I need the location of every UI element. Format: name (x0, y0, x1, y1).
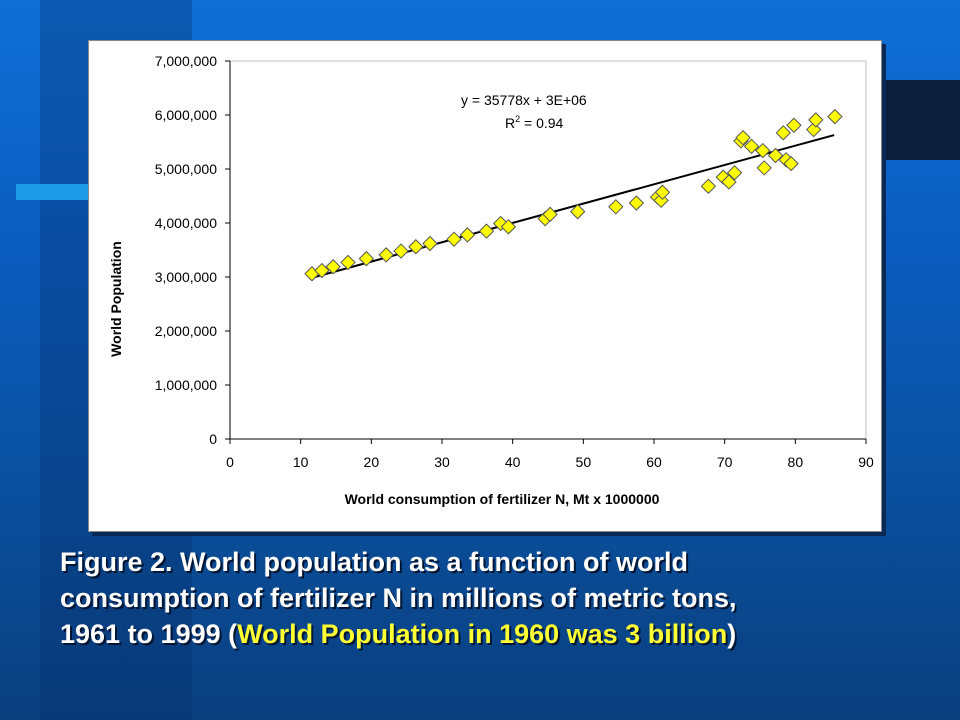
y-tick-label: 4,000,000 (155, 215, 217, 231)
caption-line-3-suffix: ) (727, 619, 737, 649)
data-point (735, 129, 751, 146)
data-point (325, 259, 341, 275)
data-point (358, 250, 375, 267)
dark-accent-block (880, 80, 960, 160)
x-tick-label: 60 (646, 454, 662, 470)
caption-line-3-prefix: 1961 to 1999 ( (60, 619, 238, 649)
chart-panel: 0 1,000,000 2,000,000 3,000,000 4,000,000 5,0… (88, 40, 882, 532)
trendline-equation: y = 35778x + 3E+06 (461, 92, 587, 108)
y-tick-label: 2,000,000 (155, 323, 217, 339)
y-tick-label: 3,000,000 (155, 269, 217, 285)
caption-highlight: World Population in 1960 was 3 billion (237, 619, 728, 649)
caption-line-3: 1961 to 1999 (World Population in 1960 w… (60, 616, 920, 652)
x-tick-label: 30 (434, 454, 450, 470)
x-tick-label: 80 (788, 454, 804, 470)
figure-caption: Figure 2. World population as a function… (60, 544, 920, 652)
y-tick-label: 0 (209, 431, 217, 447)
data-point (378, 247, 394, 263)
accent-bar (16, 184, 88, 200)
data-point (775, 125, 792, 141)
y-tick-label: 6,000,000 (155, 107, 217, 123)
y-tick-label: 1,000,000 (155, 377, 217, 393)
data-point (459, 227, 476, 243)
data-point (767, 147, 784, 164)
x-tick-label: 0 (226, 454, 234, 470)
data-point (542, 206, 558, 223)
data-point (783, 155, 799, 172)
data-point (808, 112, 824, 128)
data-point (608, 199, 624, 215)
data-point (827, 108, 843, 125)
data-point (756, 160, 772, 176)
x-axis-title: World consumption of fertilizer N, Mt x … (345, 491, 660, 507)
x-tick-label: 40 (505, 454, 521, 470)
x-tick-label: 50 (576, 454, 592, 470)
x-tick-label: 90 (858, 454, 874, 470)
data-point (628, 195, 645, 211)
scatter-chart: 0 1,000,000 2,000,000 3,000,000 4,000,000 5,0… (108, 53, 874, 507)
data-point (393, 243, 409, 259)
y-tick-label: 5,000,000 (155, 161, 217, 177)
x-tick-label: 20 (364, 454, 380, 470)
x-tick-label: 10 (293, 454, 309, 470)
data-point (569, 203, 586, 220)
x-tick-label: 70 (717, 454, 733, 470)
data-point (446, 231, 462, 247)
caption-line-2: consumption of fertilizer N in millions … (60, 583, 737, 613)
data-point (500, 219, 517, 235)
data-point (726, 165, 743, 181)
data-point (654, 184, 671, 200)
data-points (304, 108, 843, 282)
r-squared-label: R2 = 0.94 (505, 114, 564, 131)
axes: 0 1,000,000 2,000,000 3,000,000 4,000,000 5,0… (155, 53, 874, 470)
data-point (478, 223, 495, 239)
data-point (743, 138, 760, 155)
data-point (786, 117, 802, 133)
y-axis-title: World Population (108, 241, 124, 357)
data-point (314, 262, 330, 279)
caption-line-1: Figure 2. World population as a function… (60, 547, 688, 577)
data-point (340, 254, 356, 271)
data-point (721, 174, 737, 190)
data-point (700, 178, 717, 194)
data-point (408, 239, 424, 255)
data-point (422, 235, 438, 252)
data-point (755, 142, 771, 159)
y-tick-label: 7,000,000 (155, 53, 217, 69)
